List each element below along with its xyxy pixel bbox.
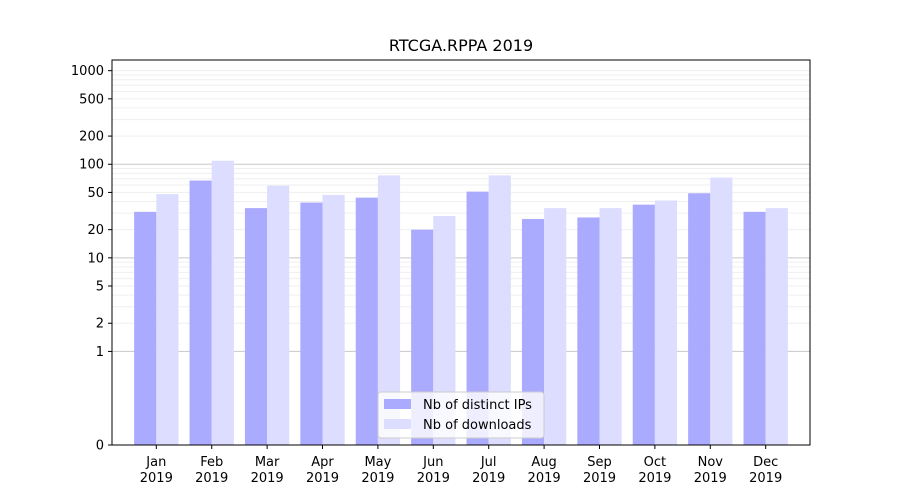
y-tick-label: 500: [79, 92, 104, 107]
bar-distinct-ips: [632, 204, 655, 445]
legend-swatch: [384, 419, 411, 429]
y-tick-label: 1000: [71, 64, 104, 79]
x-tick-label: Oct 2019: [638, 455, 671, 486]
x-tick-label: Nov 2019: [694, 455, 727, 486]
bar-downloads: [710, 177, 733, 446]
bar-downloads: [377, 175, 401, 445]
y-tick-label: 5: [96, 280, 104, 295]
bar-distinct-ips: [189, 180, 212, 446]
bar-distinct-ips: [688, 193, 711, 445]
bar-distinct-ips: [521, 218, 545, 445]
bar-downloads: [488, 175, 511, 445]
y-tick-label: 100: [79, 158, 104, 173]
bar-downloads: [765, 208, 788, 445]
x-tick-label: Aug 2019: [528, 455, 561, 486]
y-tick-label: 0: [96, 439, 104, 454]
legend: Nb of distinct IPs Nb of downloads: [377, 391, 545, 439]
plot-frame: [111, 59, 811, 446]
y-axis: 0 1 2 5 10 20 50 100 200 500 1000: [71, 64, 112, 454]
bar-downloads: [544, 208, 567, 445]
bar-distinct-ips: [355, 197, 378, 445]
legend-label: Nb of distinct IPs: [423, 398, 532, 413]
bar-distinct-ips: [134, 211, 157, 445]
bar-distinct-ips: [743, 211, 766, 445]
bar-downloads: [156, 194, 179, 445]
bar-distinct-ips: [466, 191, 489, 445]
bars: [134, 160, 788, 446]
bar-downloads: [599, 208, 622, 445]
x-tick-label: Dec 2019: [749, 455, 782, 486]
legend-swatch: [384, 399, 411, 409]
bar-distinct-ips: [300, 202, 323, 445]
y-tick-label: 200: [79, 130, 104, 145]
x-tick-label: May 2019: [361, 455, 394, 486]
x-tick-label: Jun 2019: [417, 455, 450, 486]
bar-downloads: [433, 215, 456, 445]
bar-downloads: [322, 194, 345, 445]
x-tick-label: Jan 2019: [140, 455, 173, 486]
x-axis: Jan 2019 Feb 2019 Mar 2019 Apr 2019 May 2019 Jun 20…: [140, 445, 782, 486]
bar-downloads: [211, 160, 234, 446]
x-tick-label: Mar 2019: [251, 455, 284, 486]
x-tick-label: Sep 2019: [583, 455, 616, 486]
x-tick-label: Jul 2019: [472, 455, 505, 486]
y-tick-label: 2: [96, 317, 104, 332]
legend-label: Nb of downloads: [423, 418, 532, 433]
chart-title: RTCGA.RPPA 2019: [389, 36, 533, 55]
y-tick-label: 50: [87, 186, 104, 201]
y-tick-label: 1: [96, 345, 104, 360]
bar-distinct-ips: [244, 208, 268, 445]
x-tick-label: Apr 2019: [306, 455, 339, 486]
bar-distinct-ips: [411, 229, 434, 445]
bar-distinct-ips: [577, 217, 600, 445]
legend-box: [377, 391, 545, 439]
x-tick-label: Feb 2019: [195, 455, 228, 486]
y-tick-label: 20: [87, 223, 104, 238]
y-tick-label: 10: [87, 251, 104, 266]
bar-downloads: [654, 200, 678, 445]
bar-downloads: [267, 185, 290, 446]
